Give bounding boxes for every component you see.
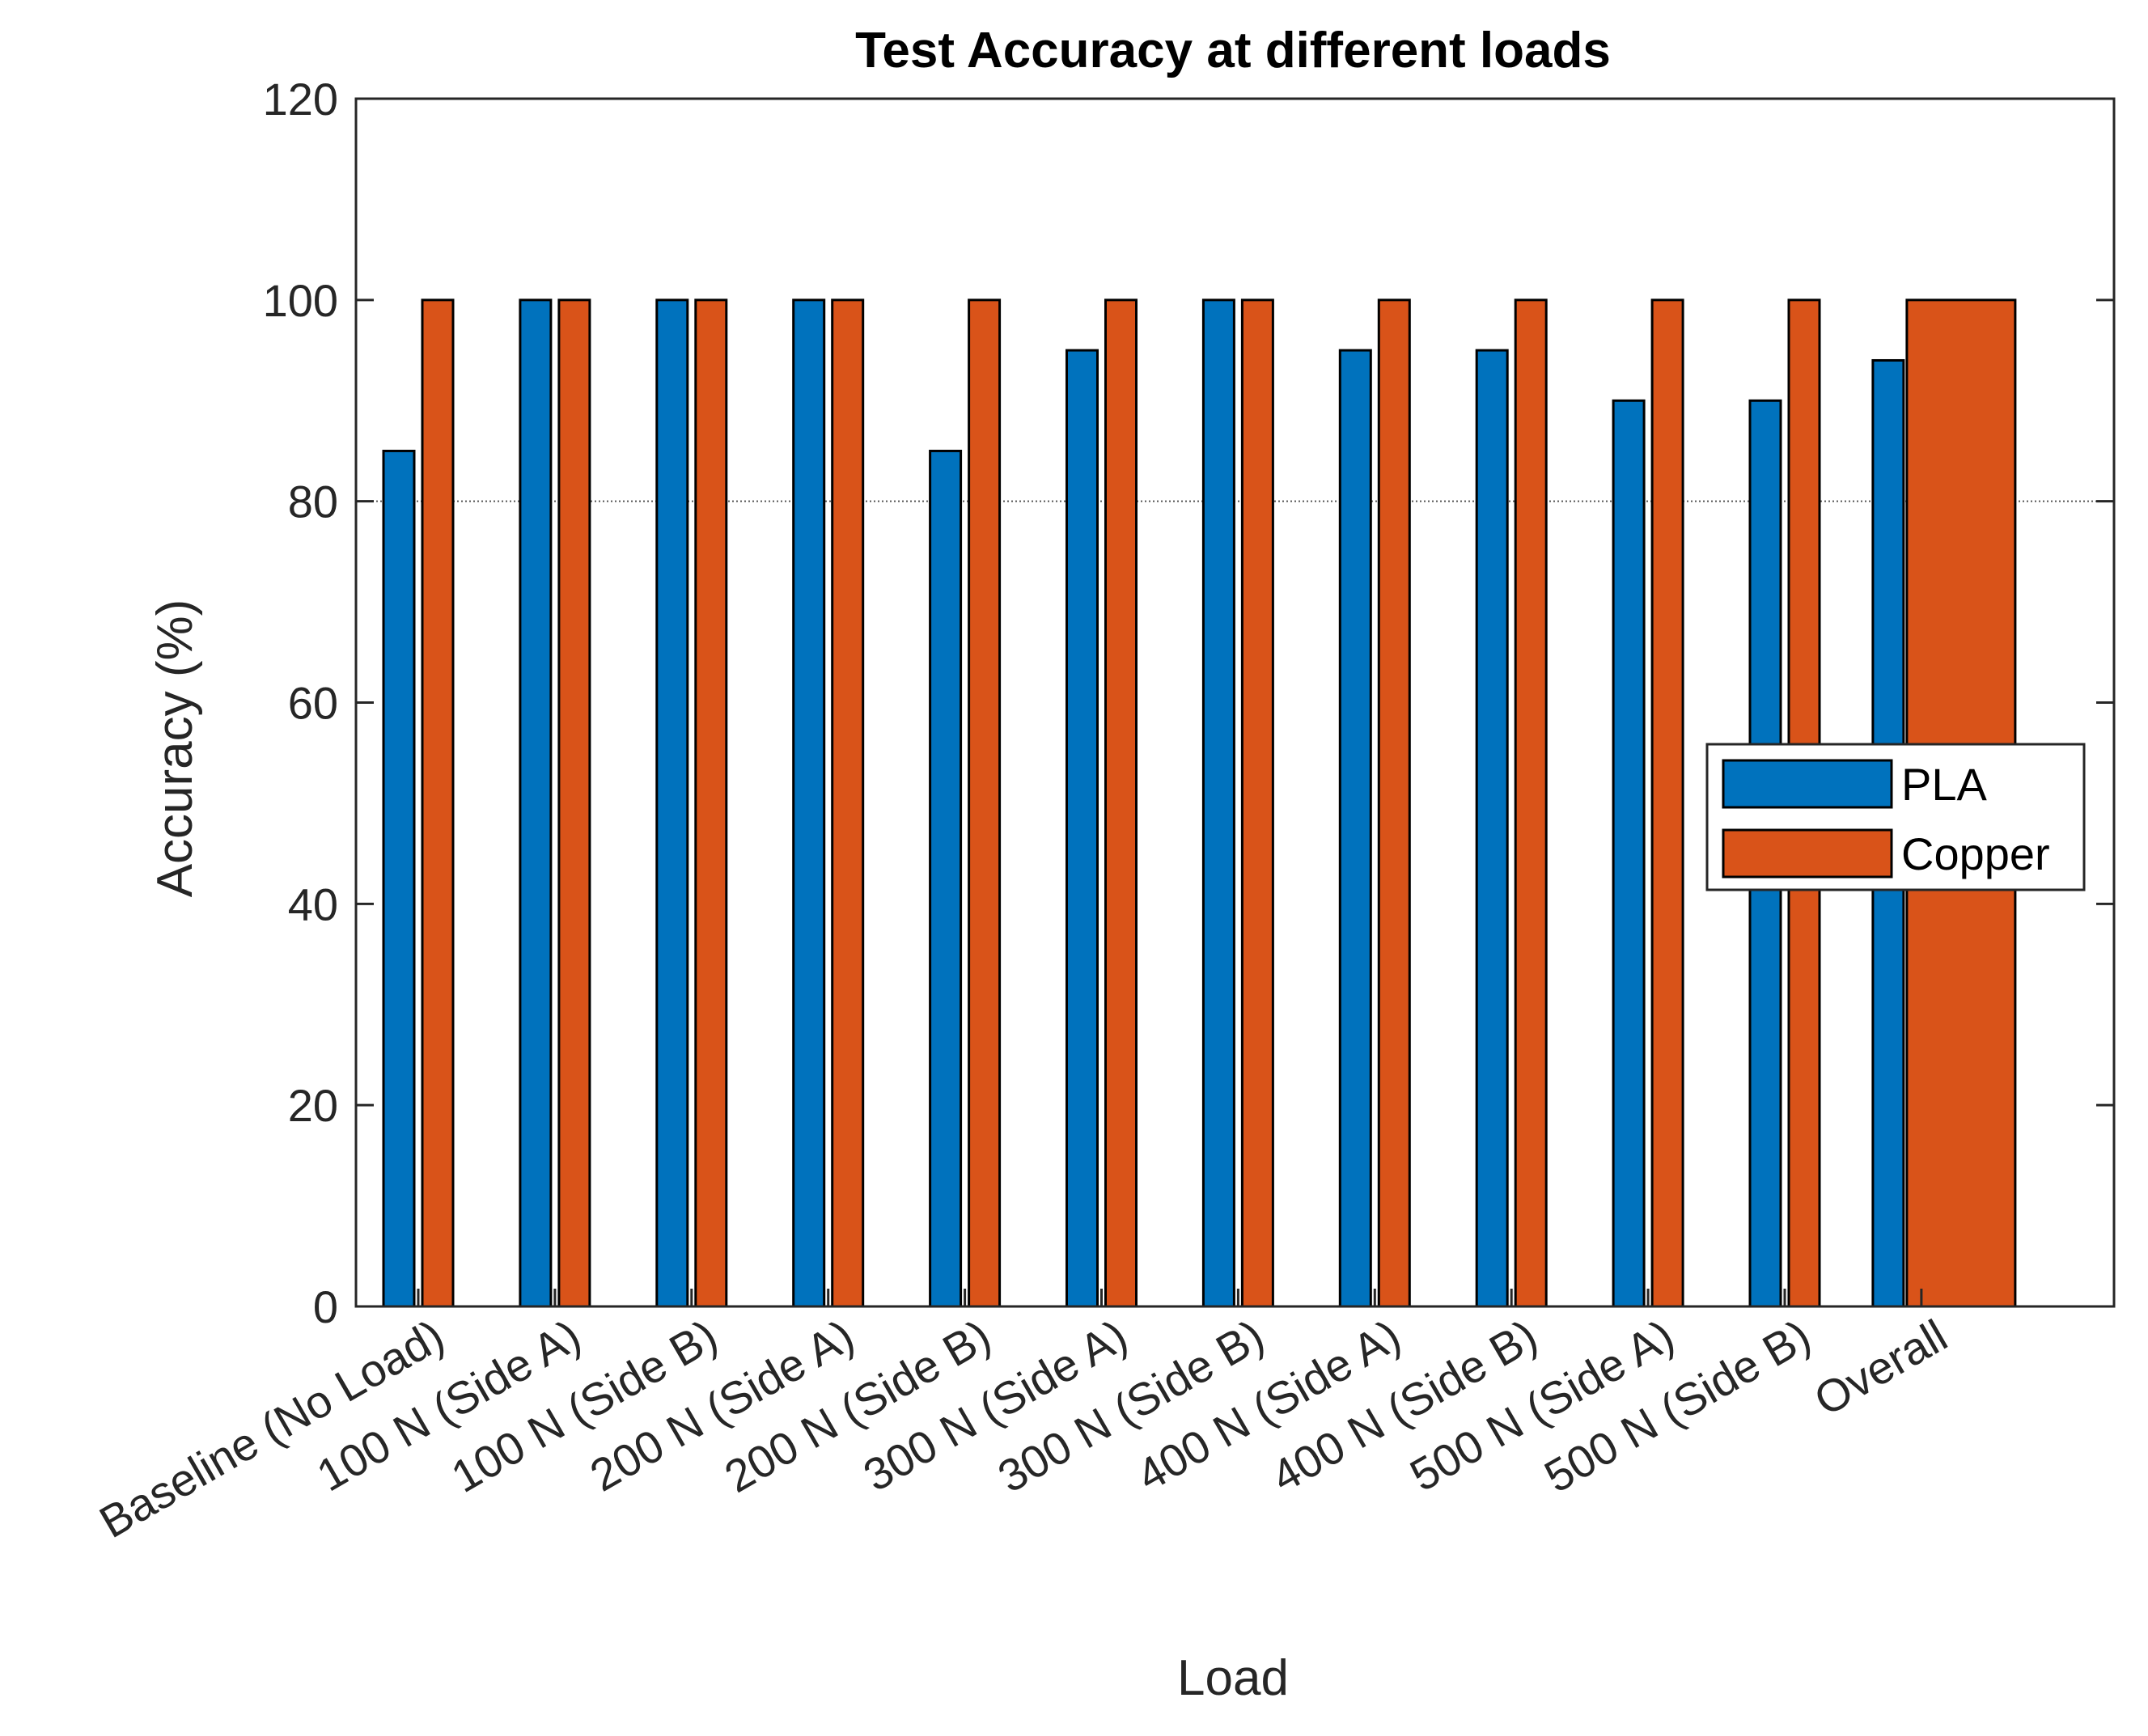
x-axis-label: Load xyxy=(1177,1650,1289,1706)
bar-copper xyxy=(694,299,728,1308)
y-tick-label: 20 xyxy=(288,1080,338,1131)
legend: PLA Copper xyxy=(1705,743,2086,891)
legend-label: PLA xyxy=(1901,759,1987,810)
bar-copper xyxy=(968,299,1002,1308)
bar-copper xyxy=(1377,299,1411,1308)
bar-copper xyxy=(1240,299,1274,1308)
y-tick-label: 100 xyxy=(263,275,338,326)
bar-copper xyxy=(1104,299,1138,1308)
y-tick-label: 80 xyxy=(288,476,338,527)
bar-pla xyxy=(929,449,963,1308)
y-axis-label: Accuracy (%) xyxy=(147,599,203,898)
legend-swatch xyxy=(1722,759,1893,809)
bar-pla xyxy=(1066,349,1099,1308)
bar-copper xyxy=(831,299,865,1308)
bar-copper xyxy=(421,299,455,1308)
bar-copper xyxy=(557,299,591,1308)
chart-title: Test Accuracy at different loads xyxy=(855,23,1611,78)
bar-pla xyxy=(655,299,689,1308)
bar-pla xyxy=(1612,399,1646,1308)
legend-label: Copper xyxy=(1901,828,2050,879)
bar-pla xyxy=(792,299,826,1308)
bar-copper xyxy=(1650,299,1684,1308)
bar-pla xyxy=(519,299,553,1308)
bar-pla xyxy=(382,449,416,1308)
bar-copper xyxy=(1514,299,1548,1308)
y-tick-label: 0 xyxy=(313,1281,338,1332)
axes-box xyxy=(354,97,2116,1308)
bar-pla xyxy=(1475,349,1509,1308)
y-tick-label: 40 xyxy=(288,879,338,929)
bar-pla xyxy=(1338,349,1372,1308)
bar-pla xyxy=(1201,299,1235,1308)
y-tick-label: 60 xyxy=(288,678,338,729)
legend-swatch xyxy=(1722,828,1893,879)
y-tick-label: 120 xyxy=(263,74,338,125)
